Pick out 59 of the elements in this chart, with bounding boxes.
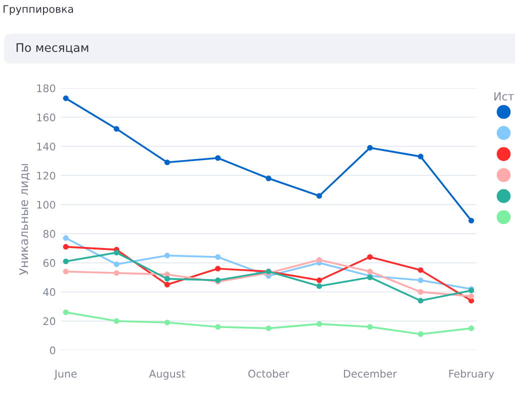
point — [164, 320, 170, 326]
point — [164, 160, 170, 166]
point — [164, 276, 170, 282]
point — [418, 154, 424, 160]
point — [114, 270, 120, 276]
point — [215, 324, 221, 330]
point — [468, 294, 474, 300]
point — [367, 324, 373, 330]
y-tick-label: 20 — [43, 317, 56, 326]
point — [215, 254, 221, 260]
point — [316, 193, 322, 199]
y-tick-label: 60 — [43, 259, 56, 267]
point — [63, 310, 69, 316]
text: По месяцам — [16, 43, 88, 54]
point — [114, 126, 120, 132]
point — [63, 235, 69, 241]
y-tick-label: 120 — [37, 172, 56, 180]
point — [215, 155, 221, 161]
point — [367, 145, 373, 151]
x-tick-label: August — [149, 370, 186, 380]
y-tick-label: 80 — [43, 230, 56, 238]
y-tick-label: 40 — [43, 288, 56, 296]
legend-title: Ист — [494, 92, 514, 100]
point — [418, 298, 424, 304]
point — [418, 278, 424, 284]
point — [266, 326, 272, 332]
point — [164, 282, 170, 288]
point — [215, 266, 221, 272]
point — [114, 318, 120, 324]
point — [367, 268, 373, 274]
point — [164, 252, 170, 258]
y-tick-label: 100 — [37, 200, 56, 209]
x-tick-label: June — [54, 370, 77, 380]
point — [63, 244, 69, 250]
y-tick-label: 180 — [37, 84, 56, 92]
point — [316, 321, 322, 327]
x-tick-label: February — [449, 370, 494, 380]
point — [316, 278, 322, 284]
y-tick-label: 0 — [50, 346, 56, 354]
point — [468, 326, 474, 332]
point — [316, 257, 322, 263]
point — [468, 218, 474, 224]
point — [114, 261, 120, 268]
x-tick-label: October — [248, 370, 290, 378]
point — [418, 267, 424, 273]
point — [63, 268, 69, 274]
y-tick-label: 140 — [37, 142, 56, 150]
point — [418, 331, 424, 337]
text: Группировка — [4, 5, 73, 15]
point — [316, 283, 322, 289]
point — [418, 289, 424, 295]
x-tick-label: December — [344, 370, 397, 378]
y-tick-label: 160 — [37, 113, 56, 122]
point — [367, 254, 373, 260]
point — [63, 96, 69, 102]
point — [114, 250, 120, 256]
point — [266, 176, 272, 182]
point — [63, 258, 69, 264]
y-axis-title: Уникальные лиды — [19, 164, 30, 276]
